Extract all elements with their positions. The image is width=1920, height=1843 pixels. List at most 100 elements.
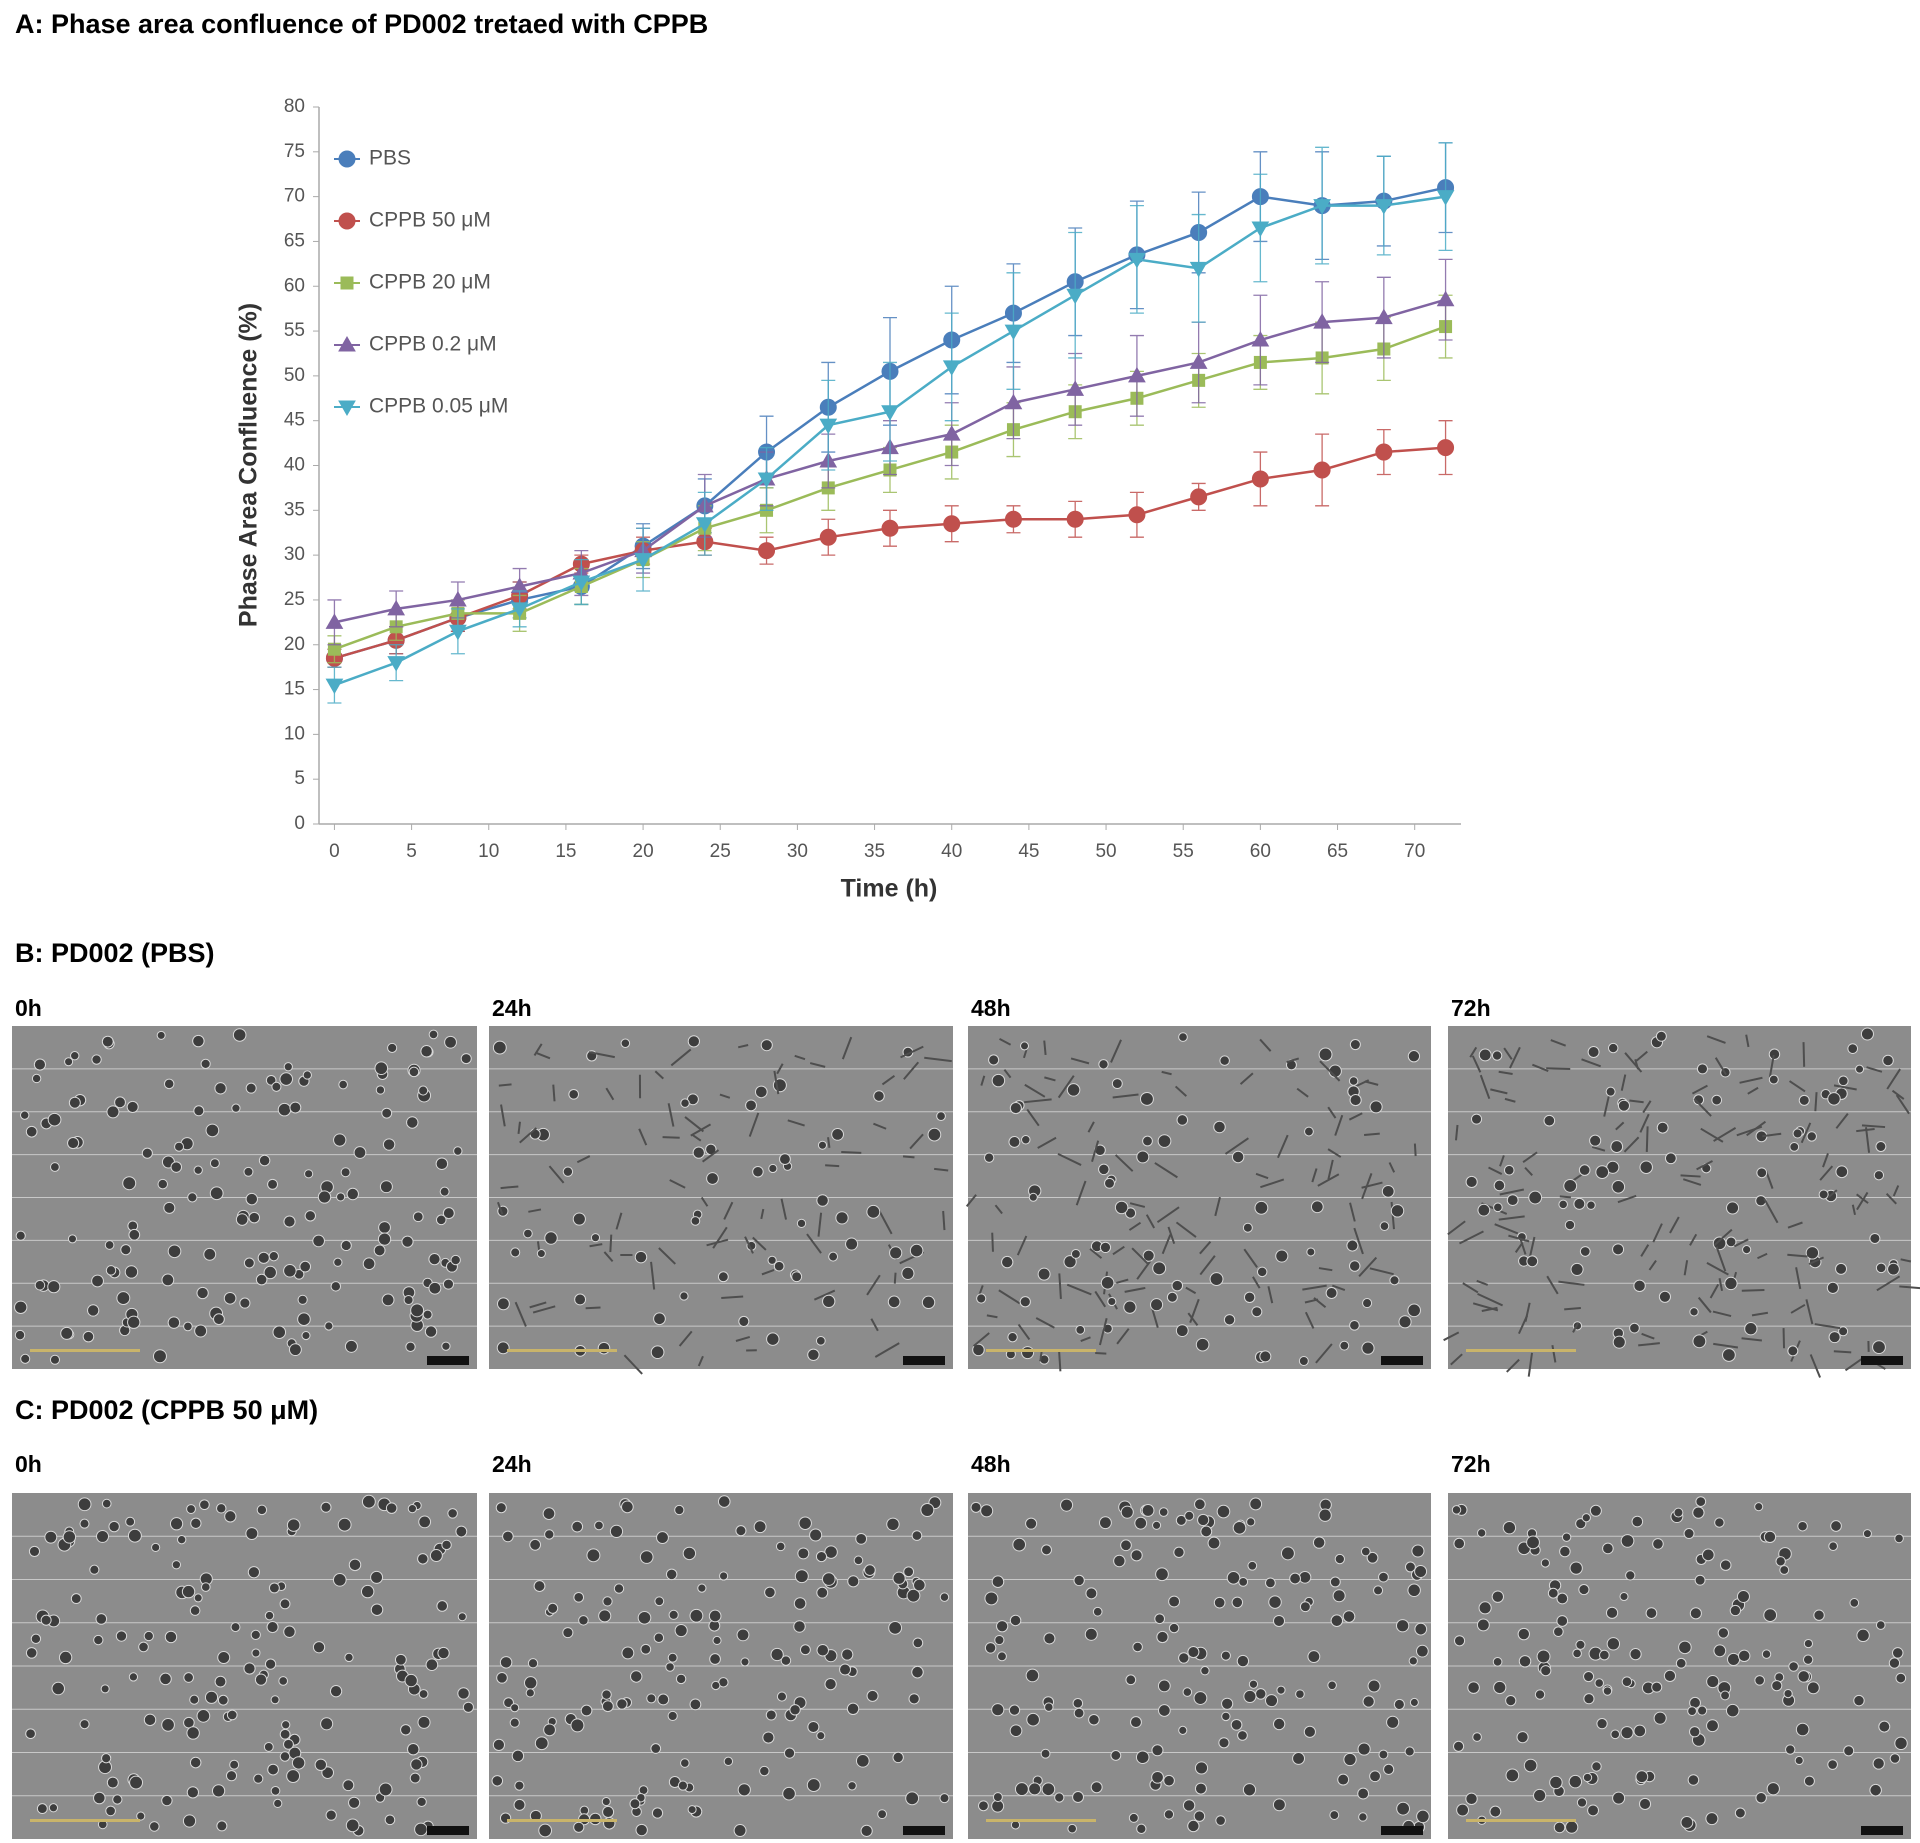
cell	[629, 1798, 641, 1810]
cell	[499, 1656, 513, 1669]
cell	[824, 1545, 838, 1559]
cell	[1756, 1167, 1768, 1179]
cell	[860, 1824, 873, 1837]
cell	[597, 1341, 611, 1355]
cell	[447, 1508, 458, 1519]
cell	[1518, 1655, 1532, 1668]
cell	[764, 1586, 776, 1599]
cell	[1090, 1781, 1103, 1794]
cell	[1067, 1823, 1078, 1834]
cell	[767, 1255, 777, 1265]
cell	[735, 1525, 747, 1537]
cell	[692, 1146, 705, 1159]
cell	[517, 1121, 521, 1135]
cell	[816, 1586, 829, 1599]
cell	[1073, 1707, 1085, 1719]
cell	[787, 1119, 805, 1127]
cell	[1129, 1202, 1146, 1208]
cell	[773, 1070, 780, 1095]
marker	[572, 575, 591, 592]
cell	[965, 1194, 977, 1207]
cell	[34, 1279, 46, 1291]
cell	[1035, 1317, 1055, 1329]
cell	[1134, 1516, 1148, 1530]
cell	[570, 1718, 585, 1733]
cell	[1268, 1595, 1282, 1609]
cell	[1091, 1140, 1100, 1162]
cell	[378, 1221, 391, 1234]
cell	[510, 1247, 521, 1258]
cell	[374, 1061, 389, 1076]
cell	[939, 1592, 950, 1602]
cell	[1057, 1152, 1082, 1166]
cell	[1008, 1135, 1021, 1148]
cell	[939, 1793, 950, 1804]
cell	[439, 1186, 450, 1197]
y-tick-label: 40	[284, 455, 305, 476]
cell	[1719, 1559, 1732, 1571]
cell	[279, 1072, 294, 1086]
cell	[889, 1246, 903, 1260]
cell	[1589, 1504, 1602, 1517]
cell	[1156, 1630, 1169, 1644]
y-tick-label: 0	[294, 813, 305, 834]
cell	[1875, 1262, 1887, 1274]
cell	[873, 1090, 885, 1102]
marker	[387, 599, 406, 616]
cell	[1706, 1719, 1719, 1733]
cell	[791, 1271, 803, 1283]
cell	[1696, 1063, 1709, 1075]
cell	[1066, 1283, 1092, 1296]
marker	[1251, 221, 1270, 238]
cell	[770, 1647, 784, 1662]
cell	[654, 1596, 665, 1607]
cell	[761, 1269, 775, 1276]
cell	[235, 1213, 249, 1226]
cell	[847, 1575, 860, 1588]
cell	[1142, 1249, 1155, 1262]
cell	[283, 1062, 293, 1072]
cell	[181, 1584, 196, 1599]
cell	[667, 1710, 678, 1722]
cell	[574, 1293, 587, 1306]
cell	[657, 1693, 670, 1706]
cell	[906, 1588, 921, 1603]
cell	[1779, 1565, 1790, 1575]
cell	[48, 1803, 59, 1813]
cell	[1168, 1595, 1181, 1608]
cell	[1073, 1574, 1085, 1587]
cell	[712, 1226, 728, 1249]
cell	[568, 1088, 580, 1100]
cell	[544, 1529, 555, 1540]
cell	[370, 1570, 384, 1584]
cell	[1343, 1752, 1357, 1767]
cell	[281, 1720, 291, 1730]
cell	[674, 1623, 688, 1638]
cell	[161, 1794, 173, 1807]
cell	[589, 1243, 603, 1248]
cell	[690, 1216, 701, 1226]
legend-marker	[338, 335, 356, 352]
cell	[161, 1718, 175, 1732]
cell	[1213, 1120, 1226, 1134]
cell	[1885, 1192, 1897, 1205]
marker	[758, 542, 776, 560]
cell	[1775, 1556, 1786, 1567]
cell	[457, 1612, 467, 1622]
cell	[1459, 1230, 1484, 1245]
cell	[213, 1313, 225, 1326]
cell	[934, 1167, 949, 1172]
marker	[1313, 461, 1331, 479]
cell	[1414, 1622, 1428, 1636]
cell	[1136, 1260, 1152, 1280]
cell	[1272, 1798, 1286, 1812]
cell	[442, 1207, 455, 1220]
cell	[1264, 1694, 1279, 1708]
cell	[1768, 1048, 1781, 1060]
cell	[678, 1330, 693, 1347]
cell	[1652, 1538, 1664, 1550]
cell	[79, 1518, 90, 1529]
cell	[1645, 1607, 1658, 1619]
cell	[1087, 1121, 1095, 1133]
cell	[780, 1198, 788, 1220]
